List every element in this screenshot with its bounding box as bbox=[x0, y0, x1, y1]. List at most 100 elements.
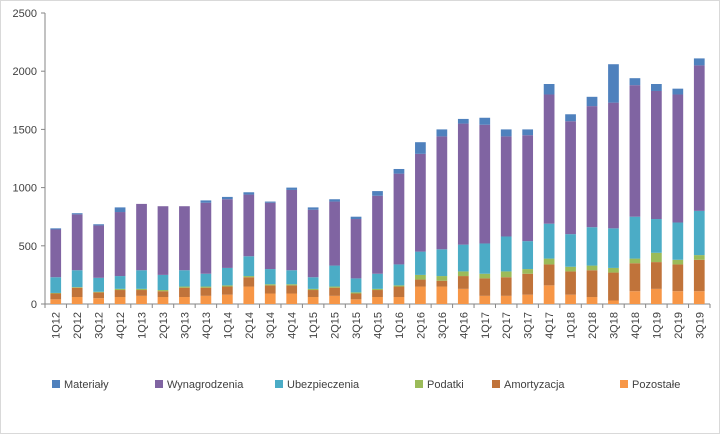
x-tick-label: 1Q16 bbox=[394, 312, 406, 339]
bar-segment-amortyzacja bbox=[672, 264, 684, 292]
bar-segment-ubezpieczenia bbox=[586, 227, 598, 266]
bar-segment-materiały bbox=[693, 58, 705, 66]
legend-swatch bbox=[275, 380, 283, 388]
bar-segment-materiały bbox=[565, 114, 576, 122]
bar-segment-amortyzacja bbox=[522, 273, 534, 295]
bar-segment-podatki bbox=[457, 271, 469, 277]
bar-segment-pozostałe bbox=[50, 299, 62, 304]
bar-segment-amortyzacja bbox=[136, 290, 147, 296]
bar-segment-wynagrodzenia bbox=[264, 202, 276, 270]
bar-segment-podatki bbox=[243, 276, 255, 278]
bar-segment-wynagrodzenia bbox=[179, 206, 190, 271]
bar-segment-pozostałe bbox=[243, 286, 255, 304]
legend-swatch bbox=[155, 380, 163, 388]
bar-segment-podatki bbox=[651, 252, 662, 263]
bar-segment-podatki bbox=[307, 288, 319, 291]
legend-swatch bbox=[415, 380, 423, 388]
x-tick-label: 4Q12 bbox=[115, 312, 127, 339]
bar-segment-pozostałe bbox=[93, 298, 104, 304]
bar-segment-materiały bbox=[415, 142, 426, 154]
bar-segment-wynagrodzenia bbox=[221, 199, 233, 268]
bar-segment-pozostałe bbox=[71, 297, 83, 304]
bar-segment-amortyzacja bbox=[264, 285, 276, 294]
legend-swatch bbox=[52, 380, 60, 388]
bar-segment-amortyzacja bbox=[350, 293, 362, 300]
bar-segment-ubezpieczenia bbox=[543, 223, 555, 259]
bar-segment-podatki bbox=[479, 273, 491, 279]
bar-segment-pozostałe bbox=[629, 291, 641, 304]
bar-segment-amortyzacja bbox=[608, 272, 619, 301]
bar-segment-ubezpieczenia bbox=[651, 219, 662, 253]
bar-segment-materiały bbox=[264, 201, 276, 203]
bar-segment-pozostałe bbox=[479, 295, 491, 304]
bar-segment-ubezpieczenia bbox=[136, 270, 147, 289]
y-tick-label: 1000 bbox=[13, 183, 37, 195]
bar-segment-amortyzacja bbox=[372, 290, 383, 298]
x-tick-label: 1Q12 bbox=[51, 312, 63, 339]
bar-segment-ubezpieczenia bbox=[500, 236, 512, 272]
bar-segment-podatki bbox=[372, 288, 383, 291]
bar-segment-ubezpieczenia bbox=[393, 264, 405, 286]
bar-segment-wynagrodzenia bbox=[372, 195, 383, 274]
x-tick-label: 2Q15 bbox=[330, 312, 342, 339]
bar-segment-ubezpieczenia bbox=[479, 243, 491, 274]
bar-segment-ubezpieczenia bbox=[114, 276, 126, 289]
bar-segment-podatki bbox=[522, 269, 534, 274]
x-tick-label: 2Q17 bbox=[501, 312, 513, 339]
bar-segment-amortyzacja bbox=[586, 270, 598, 298]
bar-segment-ubezpieczenia bbox=[307, 277, 319, 289]
x-tick-label: 1Q15 bbox=[308, 312, 320, 339]
bar-segment-podatki bbox=[393, 285, 405, 287]
x-tick-label: 3Q14 bbox=[265, 312, 277, 339]
legend-label: Wynagrodzenia bbox=[167, 379, 244, 391]
bar-segment-ubezpieczenia bbox=[200, 273, 212, 287]
bar-segment-wynagrodzenia bbox=[693, 65, 705, 211]
y-tick-label: 1500 bbox=[13, 124, 37, 136]
bar-segment-wynagrodzenia bbox=[565, 121, 576, 235]
bar-segment-ubezpieczenia bbox=[50, 277, 62, 293]
bar-segment-pozostałe bbox=[522, 294, 534, 304]
bar-segment-amortyzacja bbox=[286, 285, 298, 294]
bar-segment-podatki bbox=[114, 288, 126, 291]
x-tick-label: 3Q16 bbox=[437, 312, 449, 339]
bar-segment-amortyzacja bbox=[651, 262, 662, 289]
bar-segment-podatki bbox=[136, 288, 147, 291]
bar-segment-amortyzacja bbox=[565, 271, 576, 295]
bar-segment-amortyzacja bbox=[307, 290, 319, 298]
bar-segment-materiały bbox=[50, 228, 62, 230]
bar-segment-podatki bbox=[672, 259, 684, 265]
bar-segment-podatki bbox=[71, 287, 83, 288]
bar-segment-ubezpieczenia bbox=[565, 234, 576, 267]
bar-segment-podatki bbox=[693, 255, 705, 260]
bar-segment-wynagrodzenia bbox=[436, 136, 448, 250]
bar-segment-materiały bbox=[672, 88, 684, 95]
bar-segment-wynagrodzenia bbox=[200, 202, 212, 274]
bar-segment-podatki bbox=[200, 286, 212, 288]
bar-segment-wynagrodzenia bbox=[329, 201, 340, 266]
bar-segment-pozostałe bbox=[565, 294, 576, 304]
bar-segment-amortyzacja bbox=[693, 259, 705, 292]
bar-segment-materiały bbox=[221, 196, 233, 200]
bar-segment-pozostałe bbox=[651, 288, 662, 304]
bar-segment-amortyzacja bbox=[457, 276, 469, 289]
bar-segment-materiały bbox=[372, 191, 383, 196]
bar-segment-amortyzacja bbox=[500, 277, 512, 296]
bar-segment-pozostałe bbox=[350, 299, 362, 304]
bar-segment-materiały bbox=[457, 118, 469, 124]
y-tick-label: 0 bbox=[31, 299, 37, 311]
bar-segment-materiały bbox=[651, 84, 662, 91]
bar-segment-materiały bbox=[243, 192, 255, 195]
bar-segment-materiały bbox=[307, 207, 319, 210]
bar-segment-wynagrodzenia bbox=[286, 189, 298, 271]
bar-segment-amortyzacja bbox=[479, 278, 491, 296]
bar-segment-podatki bbox=[329, 286, 340, 288]
bar-segment-podatki bbox=[286, 284, 298, 286]
bar-segment-wynagrodzenia bbox=[71, 214, 83, 271]
bar-segment-wynagrodzenia bbox=[522, 135, 534, 242]
bar-segment-ubezpieczenia bbox=[436, 249, 448, 277]
bar-segment-wynagrodzenia bbox=[608, 102, 619, 229]
bar-segment-materiały bbox=[479, 117, 491, 125]
bar-segment-wynagrodzenia bbox=[114, 212, 126, 277]
x-tick-label: 3Q15 bbox=[351, 312, 363, 339]
